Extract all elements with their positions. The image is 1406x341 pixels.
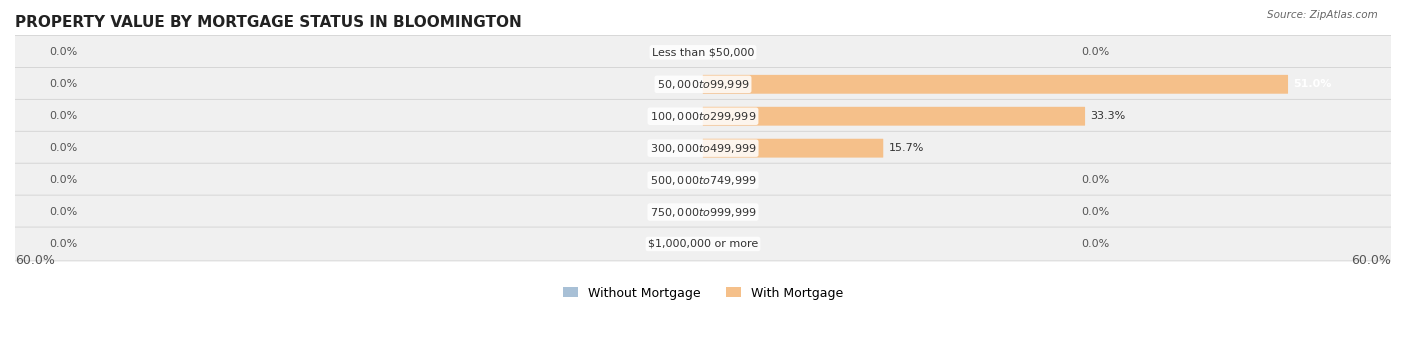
FancyBboxPatch shape [14, 227, 1392, 261]
Text: 51.0%: 51.0% [1294, 79, 1331, 89]
Text: Source: ZipAtlas.com: Source: ZipAtlas.com [1267, 10, 1378, 20]
Text: 0.0%: 0.0% [49, 207, 77, 217]
Text: 0.0%: 0.0% [49, 143, 77, 153]
FancyBboxPatch shape [14, 99, 1392, 133]
Text: PROPERTY VALUE BY MORTGAGE STATUS IN BLOOMINGTON: PROPERTY VALUE BY MORTGAGE STATUS IN BLO… [15, 15, 522, 30]
Legend: Without Mortgage, With Mortgage: Without Mortgage, With Mortgage [558, 282, 848, 305]
Text: 0.0%: 0.0% [49, 111, 77, 121]
FancyBboxPatch shape [14, 68, 1392, 101]
Text: 0.0%: 0.0% [49, 79, 77, 89]
Text: 0.0%: 0.0% [1081, 47, 1109, 57]
Text: 60.0%: 60.0% [1351, 254, 1391, 267]
Text: Less than $50,000: Less than $50,000 [652, 47, 754, 57]
Text: $500,000 to $749,999: $500,000 to $749,999 [650, 174, 756, 187]
FancyBboxPatch shape [703, 107, 1085, 125]
Text: $1,000,000 or more: $1,000,000 or more [648, 239, 758, 249]
FancyBboxPatch shape [14, 131, 1392, 165]
Text: 0.0%: 0.0% [1081, 207, 1109, 217]
FancyBboxPatch shape [14, 35, 1392, 69]
Text: 60.0%: 60.0% [15, 254, 55, 267]
Text: $50,000 to $99,999: $50,000 to $99,999 [657, 78, 749, 91]
Text: 0.0%: 0.0% [1081, 239, 1109, 249]
FancyBboxPatch shape [703, 75, 1288, 94]
FancyBboxPatch shape [14, 195, 1392, 229]
FancyBboxPatch shape [703, 139, 883, 158]
Text: 15.7%: 15.7% [889, 143, 924, 153]
FancyBboxPatch shape [14, 163, 1392, 197]
Text: 0.0%: 0.0% [49, 239, 77, 249]
Text: 0.0%: 0.0% [1081, 175, 1109, 185]
Text: 33.3%: 33.3% [1091, 111, 1126, 121]
Text: 0.0%: 0.0% [49, 47, 77, 57]
Text: $100,000 to $299,999: $100,000 to $299,999 [650, 110, 756, 123]
Text: $750,000 to $999,999: $750,000 to $999,999 [650, 206, 756, 219]
Text: $300,000 to $499,999: $300,000 to $499,999 [650, 142, 756, 155]
Text: 0.0%: 0.0% [49, 175, 77, 185]
